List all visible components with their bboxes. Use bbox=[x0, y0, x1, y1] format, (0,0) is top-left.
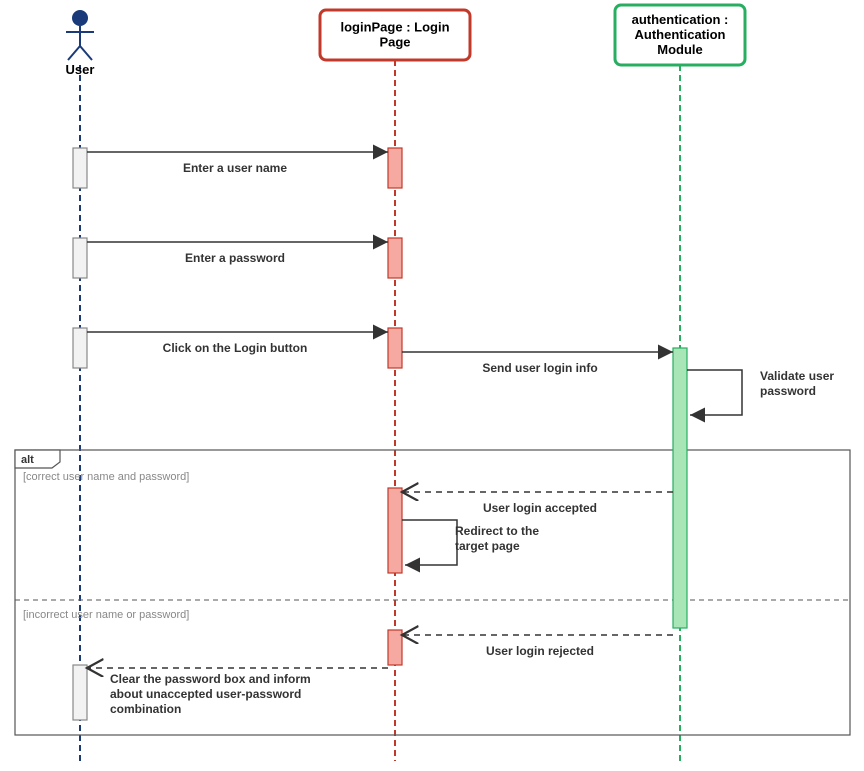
message-label: target page bbox=[455, 539, 520, 553]
lifeline-title: loginPage : Login bbox=[340, 20, 449, 35]
lifeline-title: authentication : bbox=[632, 12, 729, 27]
alt-guard: [correct user name and password] bbox=[23, 471, 189, 483]
activation-loginPage bbox=[388, 488, 402, 573]
lifeline-title: Page bbox=[379, 35, 410, 50]
actor-label: User bbox=[66, 62, 95, 77]
self-message bbox=[687, 370, 742, 415]
activation-auth bbox=[673, 348, 687, 628]
message-label: Enter a user name bbox=[183, 161, 287, 175]
message-label: Enter a password bbox=[185, 251, 285, 265]
message-label: password bbox=[760, 384, 816, 398]
activation-loginPage bbox=[388, 238, 402, 278]
message-label: combination bbox=[110, 702, 181, 716]
activation-loginPage bbox=[388, 328, 402, 368]
activation-loginPage bbox=[388, 148, 402, 188]
alt-guard: [incorrect user name or password] bbox=[23, 609, 189, 621]
message-label: about unaccepted user-password bbox=[110, 687, 301, 701]
message-label: Send user login info bbox=[482, 361, 597, 375]
activation-user bbox=[73, 328, 87, 368]
message-label: Click on the Login button bbox=[163, 341, 308, 355]
activation-user bbox=[73, 665, 87, 720]
activation-loginPage bbox=[388, 630, 402, 665]
self-message bbox=[402, 520, 457, 565]
sequence-diagram: User loginPage : LoginPage authentication … bbox=[0, 0, 864, 771]
activation-user bbox=[73, 148, 87, 188]
message-label: User login accepted bbox=[483, 501, 597, 515]
actor-head-icon bbox=[72, 10, 88, 26]
lifeline-title: Module bbox=[657, 42, 703, 57]
actor-leg bbox=[80, 46, 92, 60]
message-label: Redirect to the bbox=[455, 524, 539, 538]
lifeline-title: Authentication bbox=[635, 27, 726, 42]
alt-frame-operator: alt bbox=[21, 454, 34, 466]
actor-leg bbox=[68, 46, 80, 60]
message-label: User login rejected bbox=[486, 644, 594, 658]
message-label: Validate user bbox=[760, 369, 834, 383]
activation-user bbox=[73, 238, 87, 278]
message-label: Clear the password box and inform bbox=[110, 672, 311, 686]
